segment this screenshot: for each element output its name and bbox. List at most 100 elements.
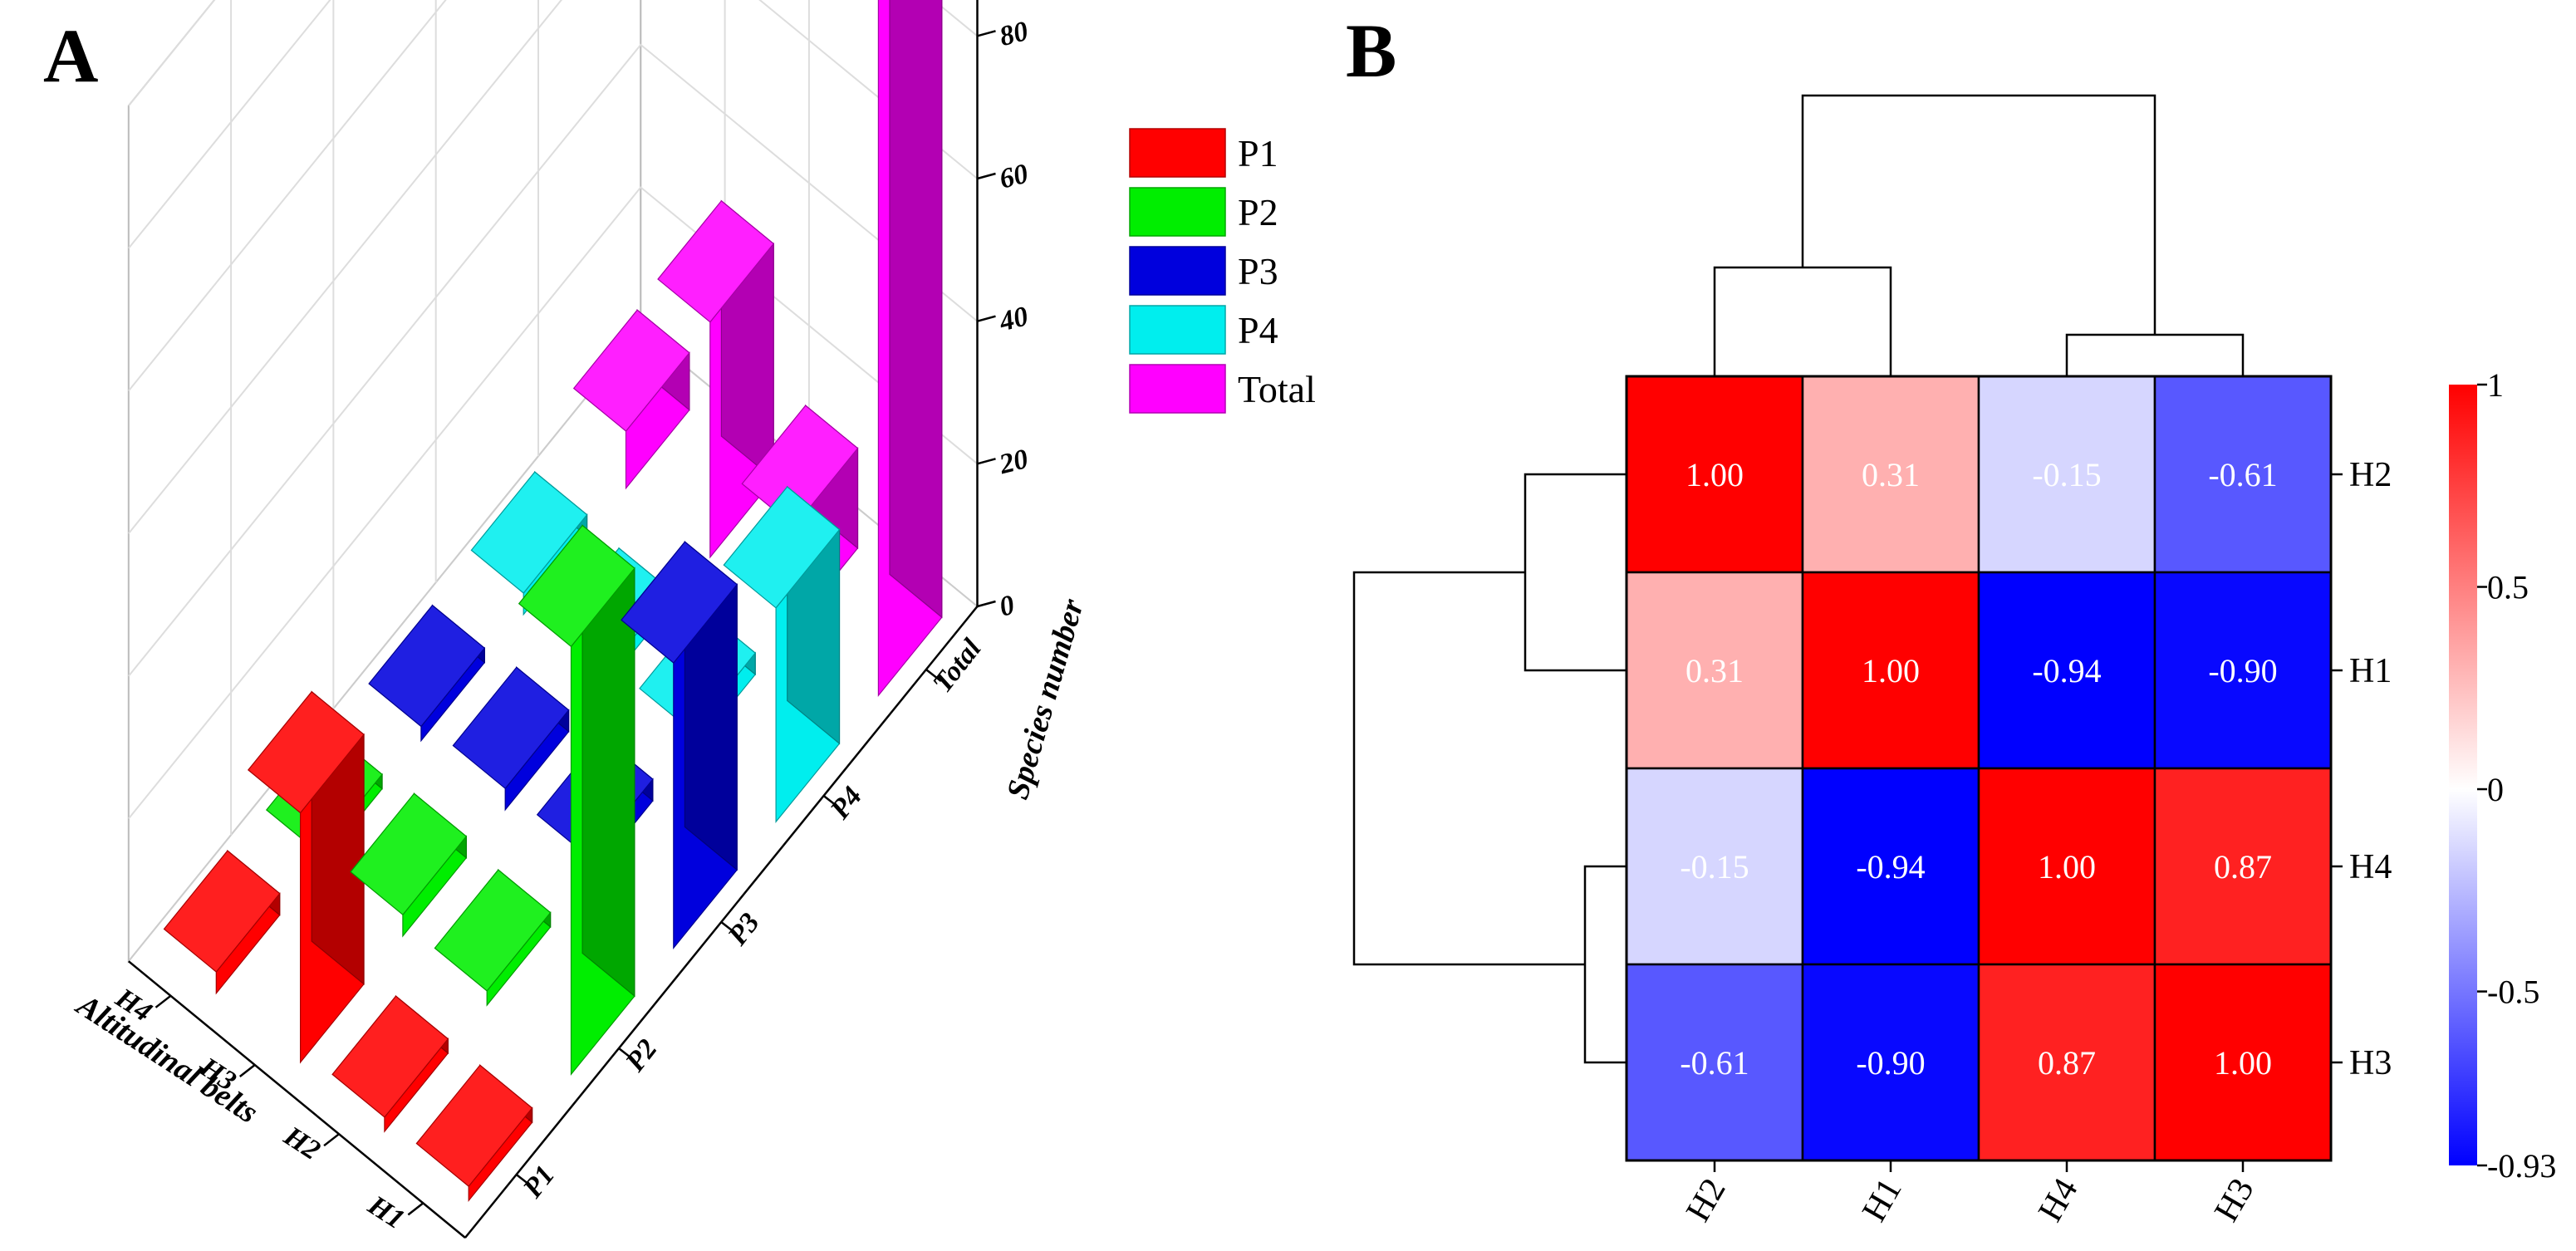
legend-label: P2 [1238,191,1278,233]
legend-label: Total [1238,368,1316,410]
column-tick [925,669,942,682]
heatmap-cell-value: -0.15 [1680,848,1749,886]
z-tick-label: 0 [996,590,1017,623]
row-tick [407,1202,424,1216]
dendrogram-branch [1583,865,1627,1064]
dendrogram-branch [1713,266,1892,376]
z-tick [977,600,996,608]
heatmap-row-label: H1 [2349,652,2392,690]
heatmap-cells: 1.00 0.31 -0.15 -0.61 0.31 1.00 -0.94 -0.90 -0.1… [1625,375,2333,1162]
heatmap-cell: 1.00 [1625,375,1804,574]
colorbar-tick-label: 1 [2487,366,2504,404]
heatmap-cell-value: -0.94 [2032,652,2101,689]
heatmap-cell-value: 1.00 [2214,1044,2272,1082]
heatmap-cell-value: -0.94 [1856,848,1925,886]
colorbar-tick-label: -0.5 [2487,974,2539,1011]
heatmap-column-labels: H2 H1 H4 H3 [1679,1160,2262,1228]
legend-label: P3 [1238,250,1278,292]
legend-label: P4 [1238,309,1278,351]
legend-item-p2: P2 [1129,187,1278,237]
heatmap-cell-value: 0.31 [1862,456,1920,493]
z-tick-label: 60 [996,159,1031,195]
correlation-heatmap: 1.00 0.31 -0.15 -0.61 0.31 1.00 -0.94 -0.90 -0.1… [1352,94,2392,1228]
legend-swatch [1129,305,1226,355]
dendrogram-left [1352,473,1627,1064]
z-tick [977,315,996,322]
legend-swatch [1129,246,1226,296]
legend-swatch [1129,187,1226,237]
heatmap-cell: -0.94 [1977,571,2156,770]
heatmap-cell-value: 1.00 [1685,456,1744,493]
z-gridline [128,0,979,392]
z-tick [977,172,996,180]
z-tick [977,458,996,465]
z-tick-label: 80 [996,16,1031,52]
z-axis-ticks: 020406080100120 [977,16,1032,623]
row-tick-label: H2 [277,1121,325,1166]
colorbar-gradient [2449,385,2477,1165]
colorbar-tick-label: 0 [2487,771,2504,808]
bar-h3-p2 [350,792,468,938]
dendrogram-branch [1801,94,2156,335]
heatmap-cell: -0.15 [1977,375,2156,574]
bar-h1-p4 [723,485,841,823]
z-tick [977,30,996,37]
dendrogram-branch [1352,571,1585,966]
legend: P1 P2 P3 P4 Total [1129,128,1316,414]
panel-a-label: A [43,13,98,98]
heatmap-cell: 0.31 [1801,375,1980,574]
row-tick-label: H1 [362,1190,410,1235]
column-tick [515,1174,532,1187]
heatmap-cell-value: 1.00 [1862,652,1920,689]
bar-h3-p3 [452,666,570,812]
heatmap-cell-value: 0.31 [1685,652,1744,689]
bar-h1-p2 [518,524,635,1076]
heatmap-row-labels: H2 H1 H4 H3 [2331,456,2392,1082]
dendrogram-top [1713,94,2245,376]
z-gridline [128,43,979,677]
heatmap-cell: 0.87 [1977,963,2156,1162]
heatmap-cell: 1.00 [1801,571,1980,770]
z-gridline [128,186,979,820]
bar-h3-p1 [247,690,365,1064]
heatmap-cell-value: 0.87 [2038,1044,2096,1082]
heatmap-cell: -0.90 [1801,963,1980,1162]
bar-h2-p1 [331,994,449,1133]
heatmap-cell: 0.31 [1625,571,1804,770]
heatmap-row-label: H2 [2349,456,2392,494]
colorbar: 1 0.5 0 -0.5 -0.93 [2449,366,2556,1185]
legend-swatch [1129,128,1226,178]
bar-h1-p1 [415,1064,533,1202]
legend-label: P1 [1238,132,1278,174]
heatmap-cell-value: -0.90 [1856,1044,1925,1082]
legend-item-p1: P1 [1129,128,1278,178]
z-gridline [128,0,979,534]
heatmap-cell: -0.61 [1625,963,1804,1162]
row-tick [323,1133,340,1147]
heatmap-cell-value: 1.00 [2038,848,2096,886]
column-tick [822,795,840,808]
heatmap-column-label: H4 [2031,1172,2086,1228]
row-tick [155,994,172,1008]
row-tick [238,1064,256,1077]
heatmap-cell-value: -0.90 [2208,652,2277,689]
legend-item-p3: P3 [1129,246,1278,296]
heatmap-cell-value: -0.15 [2032,456,2101,493]
bar-h4-total [572,308,690,490]
heatmap-cell-value: -0.61 [2208,456,2277,493]
heatmap-row-label: H3 [2349,1044,2392,1082]
dendrogram-branch [2065,333,2245,376]
heatmap-cell: -0.15 [1625,767,1804,966]
column-tick [720,921,738,935]
heatmap-cell: 1.00 [1977,767,2156,966]
heatmap-cell: -0.61 [2153,375,2333,574]
bar-h2-p2 [434,868,552,1007]
z-tick-label: 20 [996,444,1032,480]
heatmap-column-label: H2 [1679,1172,1734,1228]
bar-h1-p3 [621,540,738,949]
bar-h1-total [877,0,943,697]
column-tick [618,1047,635,1061]
colorbar-tick-label: 0.5 [2487,569,2529,606]
